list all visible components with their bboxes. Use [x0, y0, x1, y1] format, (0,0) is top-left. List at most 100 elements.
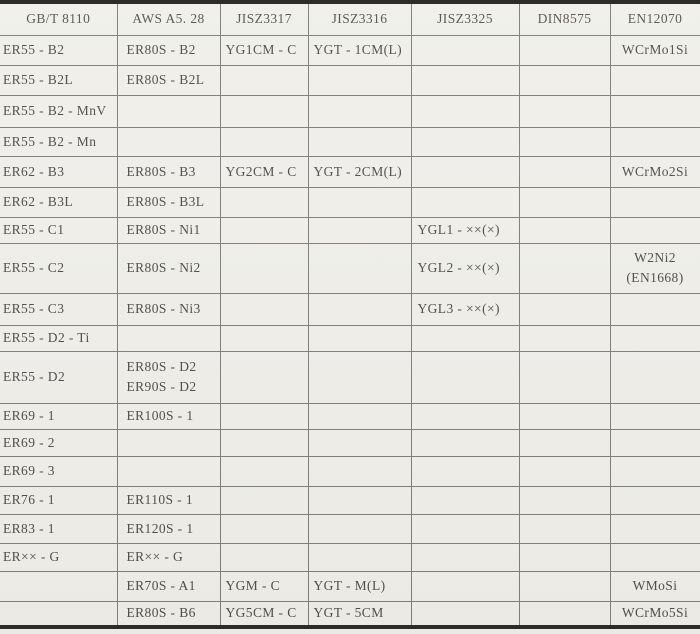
table-cell — [518, 350, 611, 404]
table-cell — [307, 126, 412, 157]
table-body: ER55 - B2 ER80S - B2 YG1CM - C YGT - 1CM(L)… — [0, 34, 700, 628]
table-cell: ER80S - Ni1 — [116, 216, 221, 244]
table-cell — [307, 216, 412, 244]
table-row: ER55 - C2 ER80S - Ni2 YGL2 - ××(×) W2Ni2 (E… — [0, 242, 700, 294]
table-cell — [609, 324, 700, 352]
table-cell: ER80S - D2 ER90S - D2 — [116, 350, 221, 404]
table-cell — [307, 324, 412, 352]
table-cell — [410, 402, 520, 430]
table-cell — [307, 242, 412, 294]
table-cell: YG2CM - C — [219, 155, 309, 188]
table-cell — [219, 126, 309, 157]
table-cell: ER55 - D2 — [0, 350, 118, 404]
table-cell — [307, 485, 412, 515]
table-cell: YGL3 - ××(×) — [410, 292, 520, 326]
table-row: ER55 - C1 ER80S - Ni1 YGL1 - ××(×) — [0, 216, 700, 244]
table-cell: YG5CM - C — [219, 600, 309, 628]
table-cell — [219, 542, 309, 572]
column-header: JISZ3316 — [307, 1, 412, 36]
table-row: ER76 - 1 ER110S - 1 — [0, 485, 700, 515]
table-cell — [609, 186, 700, 218]
table-row: ER55 - B2L ER80S - B2L — [0, 64, 700, 96]
table-cell — [410, 64, 520, 96]
table-cell — [116, 428, 221, 457]
table-cell: ER55 - B2 - MnV — [0, 94, 118, 128]
table-row: ER62 - B3L ER80S - B3L — [0, 186, 700, 218]
table-cell — [518, 513, 611, 544]
table-cell: ER76 - 1 — [0, 485, 118, 515]
table-cell — [307, 455, 412, 487]
column-header: DIN8575 — [518, 1, 611, 36]
table-cell — [609, 64, 700, 96]
table-cell — [410, 455, 520, 487]
table-cell — [410, 485, 520, 515]
table-cell — [219, 186, 309, 218]
table-row: ER55 - B2 - MnV — [0, 94, 700, 128]
column-header: JISZ3325 — [410, 1, 520, 36]
table-row: ER55 - B2 - Mn — [0, 126, 700, 157]
table-cell — [518, 216, 611, 244]
table-cell — [518, 428, 611, 457]
table-cell — [219, 324, 309, 352]
table-row: ER80S - B6 YG5CM - C YGT - 5CM WCrMo5Si — [0, 600, 700, 628]
table-cell: ER62 - B3 — [0, 155, 118, 188]
header-row: GB/T 8110 AWS A5. 28 JISZ3317 JISZ3316 JISZ3… — [0, 1, 700, 36]
table-cell: ER120S - 1 — [116, 513, 221, 544]
table-cell: ER55 - D2 - Ti — [0, 324, 118, 352]
table-cell: WMoSi — [609, 570, 700, 602]
table-cell — [307, 542, 412, 572]
table-cell — [410, 155, 520, 188]
table-cell — [518, 34, 611, 66]
table-cell — [116, 126, 221, 157]
table-cell — [518, 324, 611, 352]
table-row: ER55 - C3 ER80S - Ni3 YGL3 - ××(×) — [0, 292, 700, 326]
table-cell — [116, 324, 221, 352]
table-cell — [0, 600, 118, 628]
table-cell: YGT - 5CM — [307, 600, 412, 628]
table-cell — [219, 455, 309, 487]
table-cell: ER×× - G — [116, 542, 221, 572]
table-cell — [307, 350, 412, 404]
table-cell — [609, 455, 700, 487]
table-cell — [219, 513, 309, 544]
table-cell — [0, 570, 118, 602]
table-cell: YG1CM - C — [219, 34, 309, 66]
column-header: JISZ3317 — [219, 1, 309, 36]
table-cell — [518, 600, 611, 628]
table-cell — [609, 94, 700, 128]
table-cell: ER55 - B2L — [0, 64, 118, 96]
table-cell — [410, 513, 520, 544]
table-cell — [116, 455, 221, 487]
table-row: ER55 - B2 ER80S - B2 YG1CM - C YGT - 1CM(L)… — [0, 34, 700, 66]
table-cell — [410, 600, 520, 628]
table-cell: ER80S - B3L — [116, 186, 221, 218]
table-cell: WCrMo2Si — [609, 155, 700, 188]
table-cell — [609, 126, 700, 157]
table-cell: ER55 - C2 — [0, 242, 118, 294]
table-cell — [518, 94, 611, 128]
table-row: ER70S - A1 YGM - C YGT - M(L) WMoSi — [0, 570, 700, 602]
table-cell — [219, 292, 309, 326]
table-cell — [518, 570, 611, 602]
table-cell — [410, 428, 520, 457]
table-cell: ER80S - B2 — [116, 34, 221, 66]
table-row: ER55 - D2 - Ti — [0, 324, 700, 352]
table-cell: ER80S - Ni2 — [116, 242, 221, 294]
table-cell — [518, 292, 611, 326]
column-header: GB/T 8110 — [0, 1, 118, 36]
table-cell: ER69 - 1 — [0, 402, 118, 430]
table-cell: WCrMo5Si — [609, 600, 700, 628]
table-cell: ER55 - B2 — [0, 34, 118, 66]
table-cell — [219, 94, 309, 128]
table-cell — [410, 350, 520, 404]
table-cell — [219, 242, 309, 294]
table-cell: ER80S - B3 — [116, 155, 221, 188]
table-cell — [410, 186, 520, 218]
table-cell: ER70S - A1 — [116, 570, 221, 602]
table-cell: YGM - C — [219, 570, 309, 602]
table-cell — [518, 402, 611, 430]
table-cell: ER80S - B2L — [116, 64, 221, 96]
table-cell: YGL2 - ××(×) — [410, 242, 520, 294]
table-cell: ER80S - Ni3 — [116, 292, 221, 326]
table-cell — [219, 428, 309, 457]
